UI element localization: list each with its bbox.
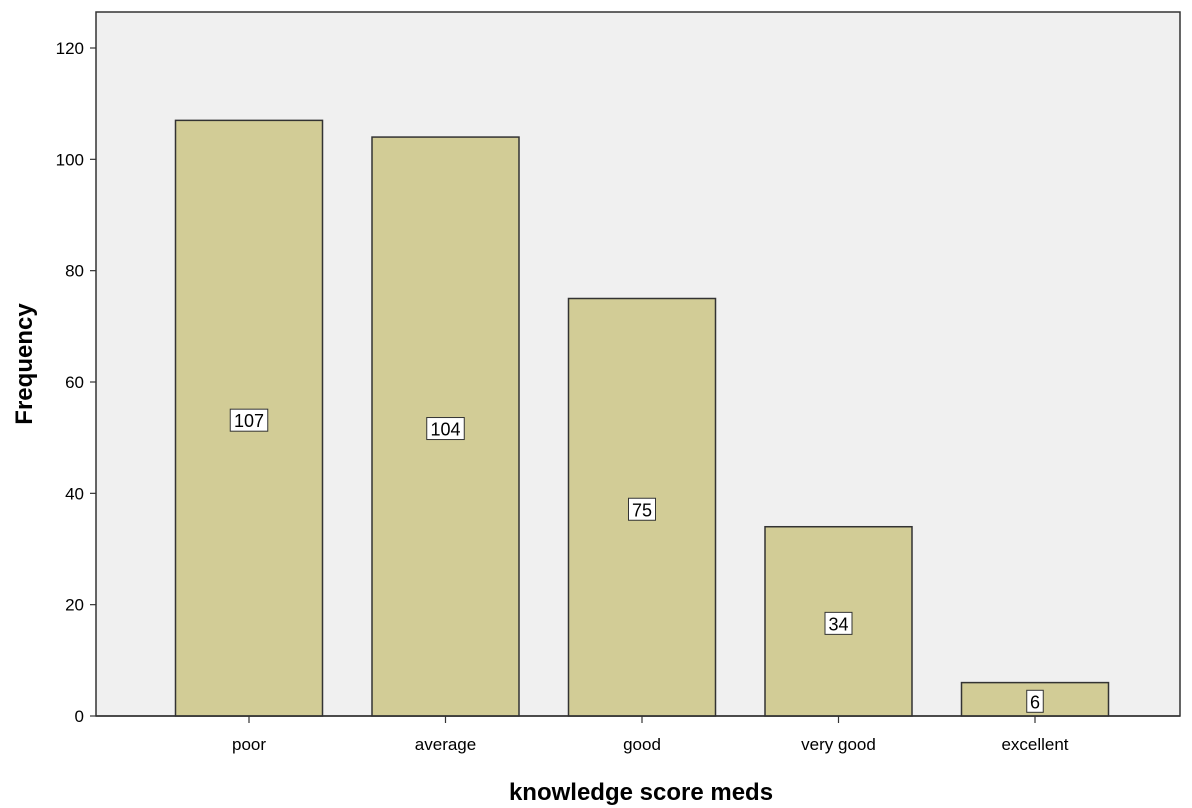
y-tick-label: 40 [65, 484, 84, 503]
data-label-box [628, 497, 656, 521]
y-axis: 0 20 40 60 80 100 120 [56, 39, 96, 726]
y-tick-label: 80 [65, 262, 84, 281]
data-label: 107 [234, 411, 264, 431]
data-label: 75 [632, 500, 652, 520]
x-tick-label: average [415, 735, 476, 754]
x-tick-label: excellent [1001, 735, 1068, 754]
x-tick-label: poor [232, 735, 266, 754]
y-tick-label: 120 [56, 39, 84, 58]
bars: 107 104 75 34 6 [174, 119, 1110, 717]
y-tick-label: 100 [56, 150, 84, 169]
x-axis: poor average good very good excellent [96, 715, 1180, 754]
y-axis-title: Frequency [11, 303, 38, 425]
data-label-box [1026, 689, 1044, 713]
y-tick-label: 60 [65, 373, 84, 392]
y-tick-label: 20 [65, 596, 84, 615]
y-tick-label: 0 [75, 707, 84, 726]
data-label: 104 [430, 420, 460, 440]
data-label: 34 [828, 614, 848, 634]
data-label-box [229, 408, 269, 432]
data-label-box [824, 611, 853, 635]
x-tick-label: very good [801, 735, 876, 754]
data-label: 6 [1030, 692, 1040, 712]
data-label-box [426, 417, 465, 441]
x-axis-title: knowledge score meds [509, 779, 773, 806]
x-tick-label: good [623, 735, 661, 754]
